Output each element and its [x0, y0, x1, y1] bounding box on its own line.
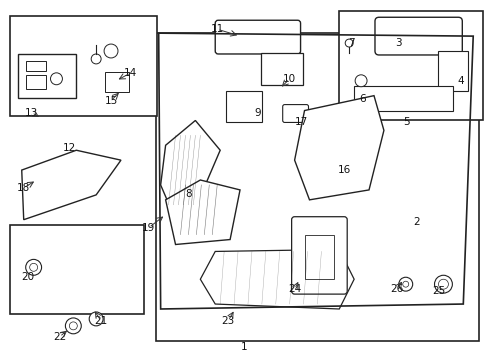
Text: 19: 19	[142, 222, 155, 233]
Text: 15: 15	[104, 96, 118, 105]
Bar	[353, 86, 452, 111]
Polygon shape	[21, 150, 121, 220]
Text: 18: 18	[17, 183, 30, 193]
Circle shape	[354, 75, 366, 87]
Circle shape	[65, 318, 81, 334]
Circle shape	[69, 322, 77, 330]
Polygon shape	[200, 249, 353, 309]
FancyBboxPatch shape	[260, 53, 302, 85]
Polygon shape	[294, 96, 383, 200]
Text: 6: 6	[358, 94, 365, 104]
Circle shape	[50, 73, 62, 85]
Text: 4: 4	[456, 76, 463, 86]
Text: 22: 22	[53, 332, 66, 342]
Circle shape	[438, 279, 447, 289]
FancyBboxPatch shape	[225, 91, 262, 122]
Text: 25: 25	[431, 286, 444, 296]
Text: 9: 9	[254, 108, 261, 117]
FancyBboxPatch shape	[215, 20, 300, 54]
Circle shape	[345, 39, 352, 47]
Text: 21: 21	[94, 316, 107, 326]
Circle shape	[30, 264, 38, 271]
Text: 12: 12	[62, 143, 76, 153]
FancyBboxPatch shape	[282, 105, 308, 122]
Circle shape	[104, 44, 118, 58]
Text: 16: 16	[337, 165, 350, 175]
Text: 14: 14	[124, 68, 137, 78]
Text: 2: 2	[412, 217, 419, 227]
Bar	[339, 11, 482, 121]
Circle shape	[398, 277, 412, 291]
Circle shape	[434, 275, 451, 293]
Polygon shape	[165, 180, 240, 244]
FancyBboxPatch shape	[374, 17, 461, 55]
Text: 13: 13	[25, 108, 38, 117]
Circle shape	[91, 54, 101, 64]
Text: 11: 11	[210, 24, 224, 34]
Bar	[438, 51, 468, 91]
Text: 17: 17	[294, 117, 307, 127]
Bar	[304, 235, 334, 279]
Bar	[10, 16, 156, 116]
Text: 1: 1	[240, 342, 247, 352]
Bar	[10, 225, 143, 314]
Text: 23: 23	[221, 316, 234, 326]
Polygon shape	[161, 121, 220, 220]
Circle shape	[89, 312, 103, 326]
Circle shape	[402, 281, 408, 287]
Bar	[155, 33, 478, 341]
Text: 7: 7	[347, 38, 354, 48]
Bar	[26, 75, 45, 89]
FancyBboxPatch shape	[105, 72, 129, 92]
Text: 20: 20	[21, 272, 34, 282]
Circle shape	[26, 260, 41, 275]
FancyBboxPatch shape	[18, 54, 76, 98]
Text: 24: 24	[287, 284, 301, 294]
Text: 26: 26	[389, 284, 403, 294]
Text: 3: 3	[395, 38, 401, 48]
FancyBboxPatch shape	[291, 217, 346, 294]
Bar	[26, 61, 45, 71]
Text: 8: 8	[185, 189, 191, 199]
Text: 5: 5	[403, 117, 409, 127]
Text: 10: 10	[283, 74, 296, 84]
